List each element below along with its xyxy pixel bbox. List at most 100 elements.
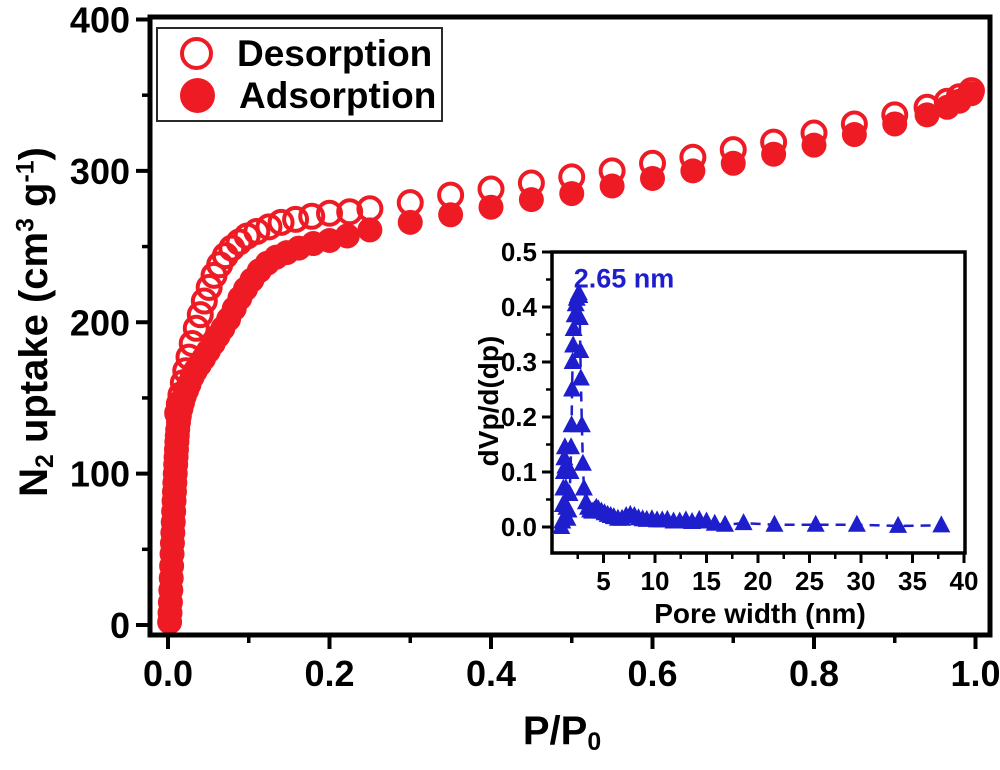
inset-frame: [550, 250, 967, 555]
peak-annotation: 2.65 nm: [573, 263, 675, 294]
pore-distribution-point: [574, 478, 593, 496]
x-tick-label: 1.0: [950, 653, 1000, 694]
inset-y-axis-title: dVp/d(dp): [473, 335, 504, 467]
pore-distribution-point: [561, 462, 580, 479]
inset-x-tick-label: 15: [692, 566, 721, 596]
desorption-point: [267, 208, 295, 236]
pore-distribution-point: [564, 319, 583, 336]
adsorption-point: [357, 217, 383, 243]
adsorption-point: [882, 111, 908, 137]
y-title-n: N: [11, 467, 56, 497]
pore-distribution-point: [573, 453, 592, 471]
inset-y-tick-label: 0.0: [501, 512, 537, 542]
adsorption-point: [559, 181, 585, 207]
pore-distribution-point: [559, 500, 578, 518]
x-tick-label: 0.0: [143, 653, 193, 694]
legend-label-adsorption: Adsorption: [239, 74, 437, 116]
inset-y-tick-label: 0.2: [501, 402, 537, 432]
adsorption-marker-icon: [180, 77, 215, 113]
y-tick-label: 200: [70, 302, 130, 343]
inset-x-axis-title: Pore width (nm): [654, 598, 866, 629]
x-tick-label: 0.4: [466, 653, 516, 694]
pore-distribution-point: [562, 437, 581, 455]
pore-distribution-point: [734, 513, 753, 531]
y-title-close: ): [11, 147, 56, 161]
y-tick-label: 400: [70, 0, 130, 41]
legend: Desorption Adsorption: [156, 27, 443, 122]
desorption-point: [255, 213, 283, 241]
inset-x-tick-label: 5: [596, 566, 610, 596]
inset-x-tick-label: 10: [641, 566, 670, 596]
desorption-point: [195, 273, 223, 301]
adsorption-point: [640, 165, 665, 191]
x-tick-label: 0.6: [627, 653, 677, 694]
desorption-point: [200, 261, 228, 289]
adsorption-series: [157, 81, 984, 635]
pore-distribution-point: [560, 484, 579, 501]
adsorption-point: [958, 81, 984, 107]
pore-distribution-point: [570, 308, 589, 325]
desorption-point: [225, 228, 253, 256]
inset-x-tick-label: 30: [847, 566, 876, 596]
inset-y-tick-label: 0.4: [501, 292, 538, 322]
pore-distribution-point: [889, 515, 908, 533]
pore-distribution-point: [555, 448, 574, 466]
legend-label-desorption: Desorption: [237, 33, 433, 75]
y-title-uptake: uptake (: [11, 289, 56, 455]
desorption-point: [336, 198, 364, 226]
y-tick-label: 100: [70, 454, 130, 495]
inset-y-tick-label: 0.3: [501, 347, 537, 377]
pore-distribution-point: [806, 514, 825, 532]
adsorption-point: [801, 132, 827, 158]
adsorption-point: [761, 141, 787, 167]
y-title-supm1: -1: [12, 160, 40, 183]
desorption-marker-icon: [180, 37, 213, 71]
desorption-point: [190, 287, 218, 315]
adsorption-point: [599, 173, 625, 199]
y-tick-label: 300: [70, 151, 130, 192]
pore-distribution-point: [847, 514, 866, 532]
inset-y-tick-label: 0.5: [501, 237, 537, 267]
legend-item-desorption: Desorption: [180, 35, 441, 72]
y-tick-label: 0: [110, 605, 130, 646]
inset-x-tick-label: 25: [795, 566, 824, 596]
pore-distribution-point: [563, 379, 582, 397]
inset-y-tick-label: 0.1: [501, 457, 537, 487]
y-title-g: g: [11, 182, 56, 219]
main-plot-frame: [147, 14, 993, 638]
pore-distribution-point: [571, 368, 590, 386]
adsorption-point: [518, 187, 544, 213]
x-title-sub0: 0: [587, 729, 602, 757]
pore-distribution-point: [716, 514, 735, 532]
inset-plot: 0.0 0.1 0.2 0.3 0.4 0.5 5 10 15 20 25 30 35 40: [501, 237, 979, 596]
adsorption-point: [397, 209, 423, 235]
y-axis-title: N2 uptake (cm3 g-1): [12, 147, 60, 497]
inset-x-tick-label: 40: [950, 566, 979, 596]
pore-distribution-point: [572, 415, 591, 433]
adsorption-point: [438, 202, 464, 228]
y-title-sup3: 3: [12, 218, 40, 232]
desorption-point: [316, 199, 343, 227]
x-axis-title: P/P0: [523, 709, 601, 757]
y-title-cm: cm: [11, 231, 56, 290]
pore-distribution-point: [765, 514, 784, 532]
inset-x-tick-label: 35: [898, 566, 927, 596]
x-tick-label: 0.2: [304, 653, 354, 694]
desorption-point: [182, 314, 210, 342]
adsorption-point: [841, 122, 867, 148]
x-tick-label: 0.8: [789, 653, 839, 694]
adsorption-point: [478, 194, 504, 220]
adsorption-point: [680, 158, 706, 184]
desorption-point: [186, 301, 214, 329]
pore-distribution-point: [570, 286, 589, 303]
legend-item-adsorption: Adsorption: [180, 77, 441, 114]
inset-series-points: [552, 283, 951, 534]
adsorption-point: [334, 223, 360, 249]
adsorption-point: [914, 102, 940, 128]
x-title-pp: P/P: [522, 708, 588, 753]
pore-distribution-point: [563, 352, 582, 369]
pore-distribution-point: [571, 341, 590, 358]
y-title-sub2: 2: [32, 454, 60, 468]
